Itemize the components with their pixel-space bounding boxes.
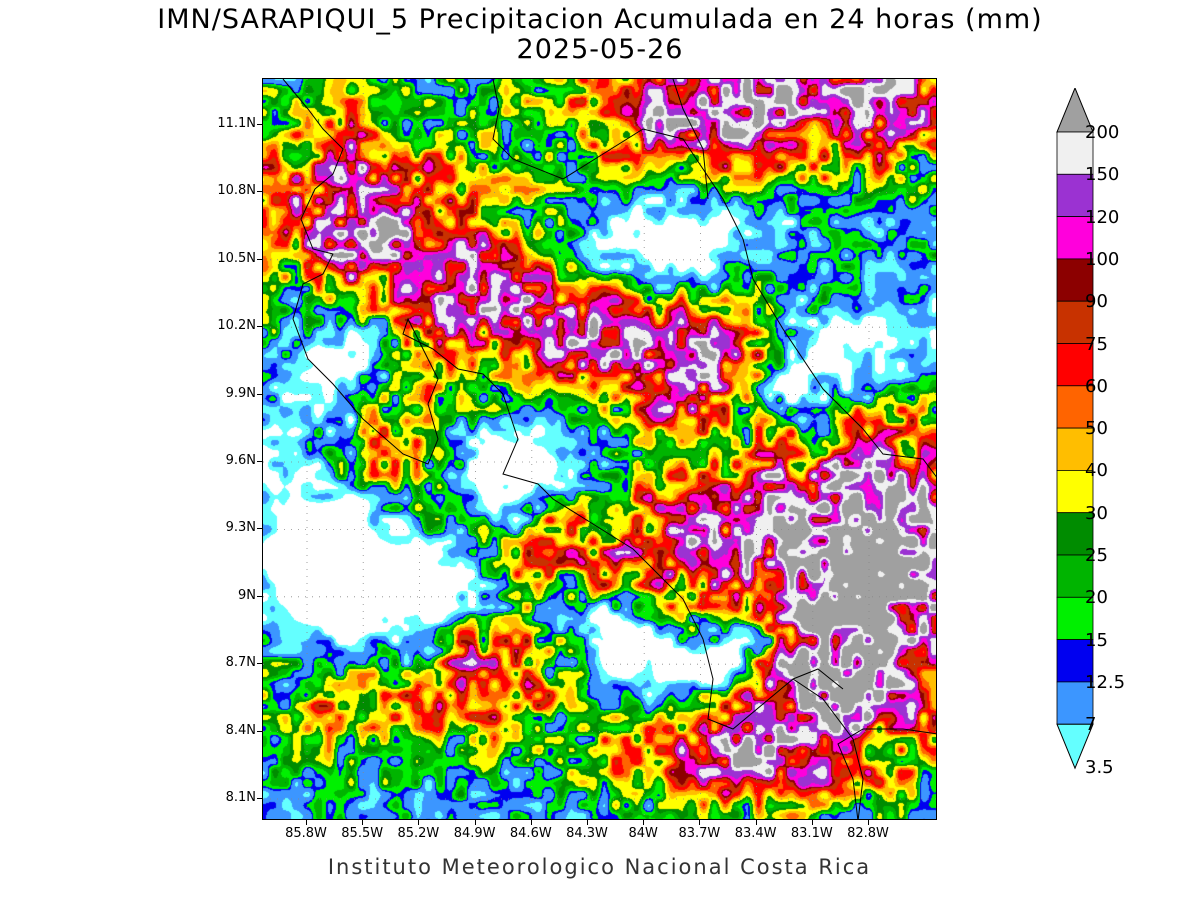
latitude-tick-label: 10.8N <box>217 183 256 199</box>
longitude-tick-label: 85.2W <box>397 826 440 841</box>
colorbar-level-label: 25 <box>1085 545 1108 566</box>
latitude-tick-label: 8.1N <box>225 790 256 805</box>
colorbar-level-label: 3.5 <box>1085 756 1114 778</box>
map-date: 2025-05-26 <box>516 34 684 65</box>
colorbar-swatch <box>1056 554 1094 598</box>
colorbar-level-label: 12.5 <box>1085 671 1126 693</box>
longitude-tick <box>362 820 364 825</box>
longitude-tick <box>306 820 307 825</box>
coastline-border <box>492 79 936 478</box>
colorbar-swatch <box>1056 512 1094 556</box>
latitude-tick <box>257 124 262 125</box>
colorbar-swatch <box>1056 343 1094 387</box>
colorbar-swatch <box>1056 427 1094 471</box>
colorbar <box>1056 88 1094 770</box>
latitude-tick-label: 9N <box>238 587 256 603</box>
longitude-tick-label: 83.7W <box>678 826 721 841</box>
longitude-tick-label: 84W <box>628 826 658 841</box>
colorbar-level-label: 90 <box>1085 291 1108 313</box>
latitude-tick <box>257 461 262 462</box>
colorbar-swatch <box>1056 258 1094 302</box>
colorbar-level-label: 15 <box>1085 629 1108 651</box>
longitude-tick <box>418 820 420 825</box>
colorbar-level-label: 50 <box>1085 418 1108 440</box>
latitude-tick-label: 9.9N <box>225 385 256 401</box>
precipitation-map <box>262 78 937 820</box>
latitude-tick <box>257 663 262 665</box>
longitude-tick <box>643 820 645 825</box>
colorbar-level-label: 7 <box>1085 714 1097 736</box>
coastline-border <box>282 79 864 819</box>
colorbar-level-label: 20 <box>1085 587 1108 609</box>
colorbar-swatch <box>1056 385 1094 429</box>
longitude-tick <box>699 820 701 825</box>
latitude-tick-label: 9.6N <box>225 453 256 468</box>
colorbar-level-label: 30 <box>1085 502 1108 524</box>
colorbar-level-label: 200 <box>1085 122 1120 143</box>
longitude-tick-label: 84.3W <box>566 826 608 841</box>
longitude-tick <box>474 820 476 825</box>
coastline-border <box>792 668 844 690</box>
longitude-tick-label: 83.4W <box>734 826 777 841</box>
colorbar-swatch <box>1056 639 1094 683</box>
colorbar-swatch <box>1056 300 1094 344</box>
coastline-border <box>837 728 936 819</box>
colorbar-level-label: 40 <box>1085 460 1108 482</box>
longitude-tick-label: 85.8W <box>285 826 327 841</box>
precipitation-field <box>263 79 936 819</box>
longitude-tick <box>811 820 813 825</box>
latitude-tick-label: 11.1N <box>217 116 256 131</box>
colorbar-level-label: 75 <box>1085 333 1108 355</box>
latitude-tick <box>257 595 262 597</box>
colorbar-swatch <box>1056 216 1094 260</box>
longitude-tick-label: 85.5W <box>341 826 384 841</box>
longitude-tick-label: 82.8W <box>847 826 889 841</box>
latitude-tick <box>257 393 262 395</box>
longitude-tick-label: 83.1W <box>790 826 833 841</box>
longitude-tick-label: 84.6W <box>509 826 552 841</box>
latitude-tick-label: 10.2N <box>217 318 256 334</box>
colorbar-level-label: 60 <box>1085 375 1108 397</box>
longitude-tick <box>587 820 588 825</box>
coastline-and-grid-overlay <box>263 79 936 819</box>
longitude-tick-label: 84.9W <box>453 826 496 841</box>
latitude-tick-label: 8.7N <box>225 655 256 671</box>
map-title: IMN/SARAPIQUI_5 Precipitacion Acumulada … <box>157 4 1043 35</box>
latitude-tick <box>257 258 262 260</box>
latitude-tick-label: 10.5N <box>217 250 256 266</box>
colorbar-level-label: 120 <box>1085 206 1120 228</box>
latitude-tick <box>257 326 262 328</box>
colorbar-legend: 200 150 120 100 90 75 60 50 40 30 25 20 15 12.5 7 3.5 <box>1055 88 1195 813</box>
colorbar-swatch <box>1056 681 1094 725</box>
colorbar-level-label: 100 <box>1085 248 1120 270</box>
longitude-tick <box>530 820 532 825</box>
coastline-border <box>672 79 709 200</box>
latitude-tick <box>257 191 262 193</box>
latitude-tick <box>257 730 262 732</box>
colorbar-swatch <box>1056 469 1094 514</box>
institution-footer: Instituto Meteorologico Nacional Costa R… <box>327 855 872 879</box>
latitude-tick <box>257 798 262 799</box>
colorbar-level-label: 150 <box>1085 164 1120 186</box>
latitude-tick <box>257 528 262 530</box>
colorbar-swatch <box>1056 131 1094 175</box>
latitude-tick-label: 8.4N <box>225 722 256 738</box>
latitude-tick-label: 9.3N <box>225 520 256 536</box>
longitude-tick <box>755 820 757 825</box>
longitude-tick <box>868 820 869 825</box>
colorbar-bottom-arrow <box>1056 723 1094 770</box>
